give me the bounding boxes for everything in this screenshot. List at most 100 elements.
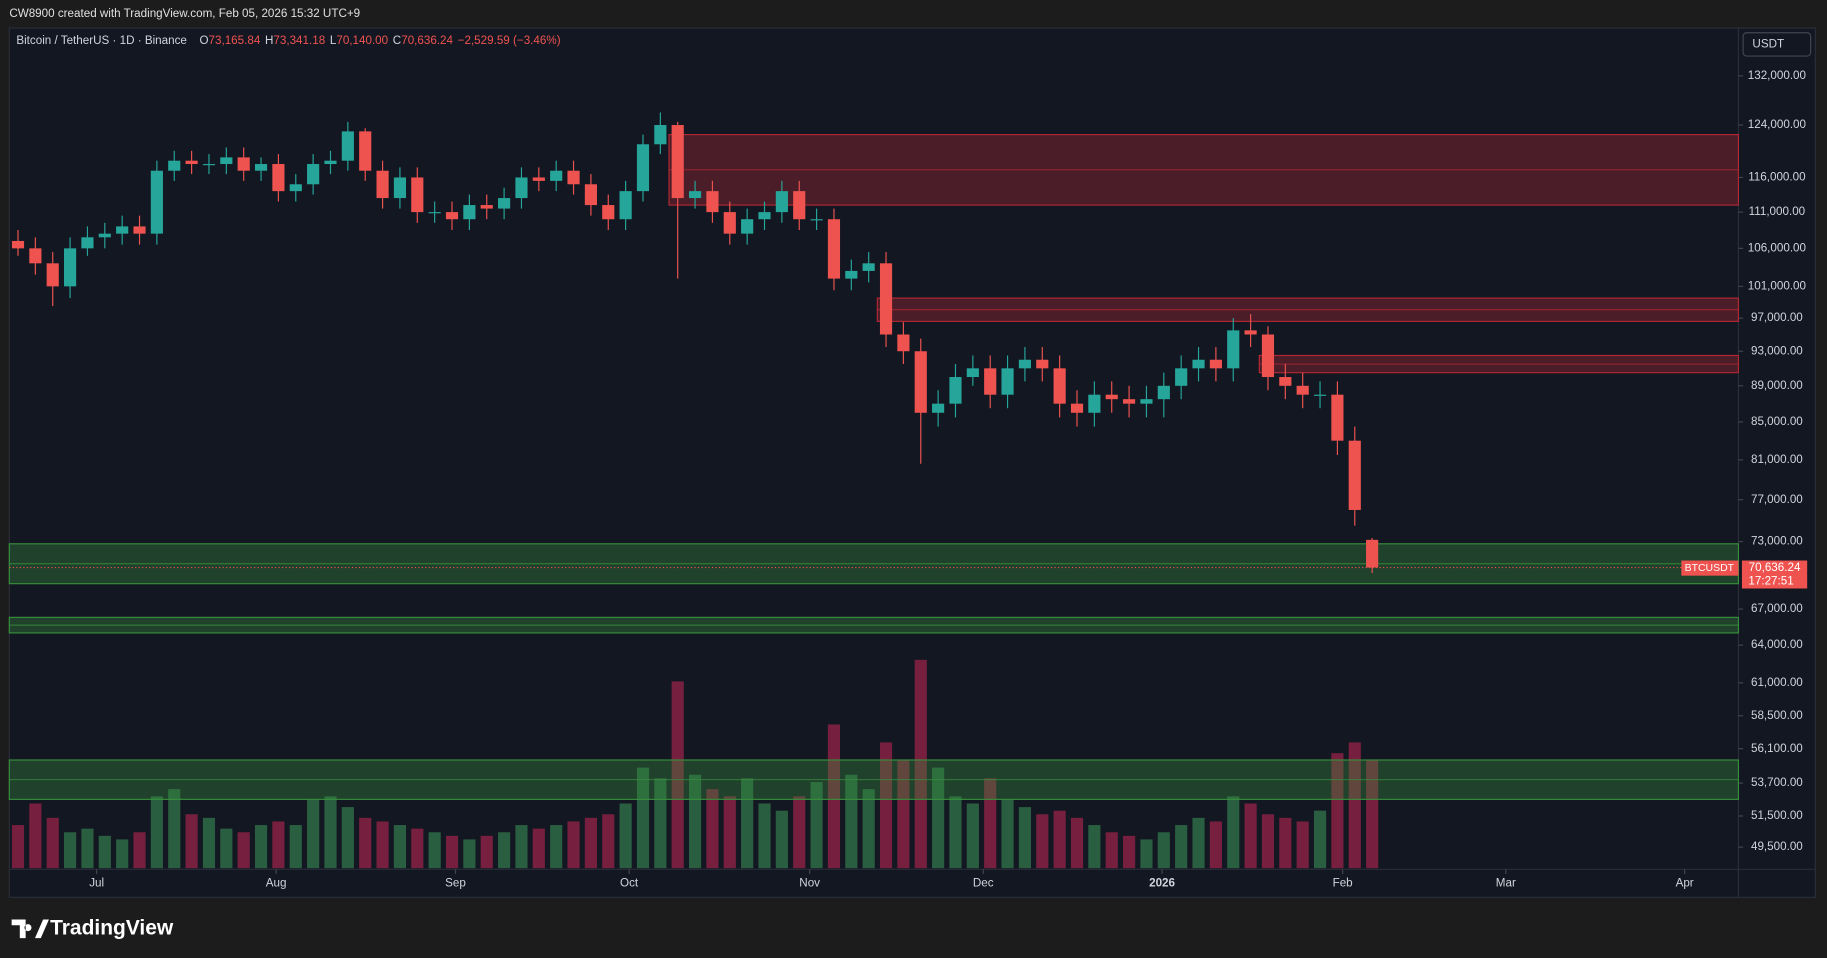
y-tick-label: 93,000.00: [1751, 344, 1803, 357]
y-tick-label: 81,000.00: [1751, 453, 1803, 466]
candle-body: [932, 403, 945, 413]
volume-bar: [984, 778, 997, 869]
x-tick-label: Dec: [973, 876, 994, 889]
volume-bar: [1053, 810, 1066, 869]
brand-name: TradingView: [50, 916, 174, 939]
volume-bar: [654, 778, 667, 869]
volume-bar: [411, 828, 424, 869]
volume-bar: [515, 825, 528, 869]
y-tick-label: 51,500.00: [1751, 809, 1803, 822]
y-tick-label: 67,000.00: [1751, 602, 1803, 615]
readout-value: 73,341.18: [273, 34, 325, 47]
x-tick-label: Nov: [799, 876, 820, 889]
volume-bar: [81, 828, 94, 869]
candle-body: [1001, 368, 1014, 395]
volume-bar: [393, 825, 407, 869]
volume-bar: [1209, 821, 1222, 869]
volume-bar: [1244, 803, 1257, 869]
volume-bar: [1140, 839, 1153, 869]
candle-body: [654, 125, 667, 145]
volume-bar: [254, 825, 268, 869]
candle-body: [185, 160, 198, 165]
y-tick-label: 111,000.00: [1749, 205, 1806, 218]
candle-body: [29, 248, 42, 264]
candle-body: [1227, 330, 1240, 369]
readout-change: −2,529.59 (−3.46%): [458, 34, 561, 47]
x-tick-label: Oct: [620, 876, 639, 889]
candle-body: [393, 177, 407, 199]
y-tick-label: 97,000.00: [1751, 311, 1803, 324]
volume-bar: [932, 767, 945, 869]
volume-bar: [480, 835, 493, 869]
volume-bar: [1192, 817, 1205, 869]
candle-body: [1140, 399, 1153, 404]
volume-bar: [914, 659, 927, 869]
volume-bar: [168, 789, 181, 869]
volume-bar: [619, 803, 632, 869]
logo-mark: [11, 919, 49, 939]
volume-bar: [845, 774, 858, 869]
x-tick-label: Aug: [266, 876, 287, 889]
candle-body: [671, 125, 684, 199]
volume-bar: [1313, 810, 1327, 869]
candle-body: [1348, 440, 1361, 510]
candle-body: [202, 164, 216, 166]
candle-body: [254, 164, 268, 171]
y-tick-label: 77,000.00: [1751, 493, 1803, 506]
candle-body: [914, 351, 927, 413]
candle-body: [793, 191, 806, 220]
volume-bar: [11, 825, 25, 869]
candle-body: [324, 160, 337, 165]
y-tick-label: 89,000.00: [1751, 379, 1803, 392]
candle-body: [220, 157, 233, 165]
candle-body: [1088, 394, 1101, 413]
candle-body: [984, 368, 997, 395]
volume-bar: [289, 825, 302, 869]
y-tick-label: 124,000.00: [1748, 118, 1807, 131]
volume-bar: [1261, 814, 1275, 869]
y-tick-label: 61,000.00: [1751, 676, 1803, 689]
candle-body: [1313, 394, 1327, 396]
volume-bar: [445, 835, 459, 869]
volume-bar: [98, 835, 111, 869]
volume-bar: [602, 814, 615, 869]
candle-body: [376, 170, 389, 199]
candle-body: [1279, 377, 1292, 386]
currency-label: USDT: [1752, 37, 1784, 50]
candle-body: [515, 177, 528, 199]
readout-label: H: [265, 34, 273, 47]
volume-bar: [1001, 799, 1014, 869]
volume-bar: [723, 796, 736, 869]
candle-body: [1123, 399, 1136, 404]
volume-bar: [498, 832, 511, 869]
plot: 132,000.00 124,000.00 116,000.00 111,000.00…: [8, 69, 1808, 889]
x-tick-label: Mar: [1496, 876, 1516, 889]
volume-bar: [324, 796, 337, 869]
candle-body: [636, 144, 650, 192]
candle-body: [1261, 334, 1275, 378]
candle-body: [463, 205, 476, 220]
volume-bar: [150, 796, 163, 869]
volume-bar: [376, 821, 389, 869]
x-tick-label: Apr: [1676, 876, 1694, 889]
symbol-tag: BTCUSDT: [1685, 563, 1735, 574]
candle-body: [879, 263, 893, 335]
volume-bar: [46, 817, 59, 869]
volume-bar: [775, 810, 788, 869]
volume-bar: [532, 828, 545, 869]
volume-bar: [1279, 817, 1292, 869]
candle-body: [966, 368, 979, 378]
volume-bar: [1105, 832, 1118, 869]
volume-bar: [185, 814, 198, 869]
candle-body: [602, 205, 615, 220]
readout-label: O: [199, 34, 208, 47]
x-tick-label: Feb: [1333, 876, 1353, 889]
readout-label: C: [393, 34, 401, 47]
volume-bar: [1036, 814, 1049, 869]
candle-body: [1366, 539, 1379, 568]
y-tick-label: 73,000.00: [1751, 535, 1803, 548]
y-tick-label: 106,000.00: [1748, 241, 1807, 254]
candle-body: [1192, 359, 1205, 369]
currency-button[interactable]: [1742, 32, 1812, 57]
y-tick-label: 116,000.00: [1748, 171, 1806, 184]
